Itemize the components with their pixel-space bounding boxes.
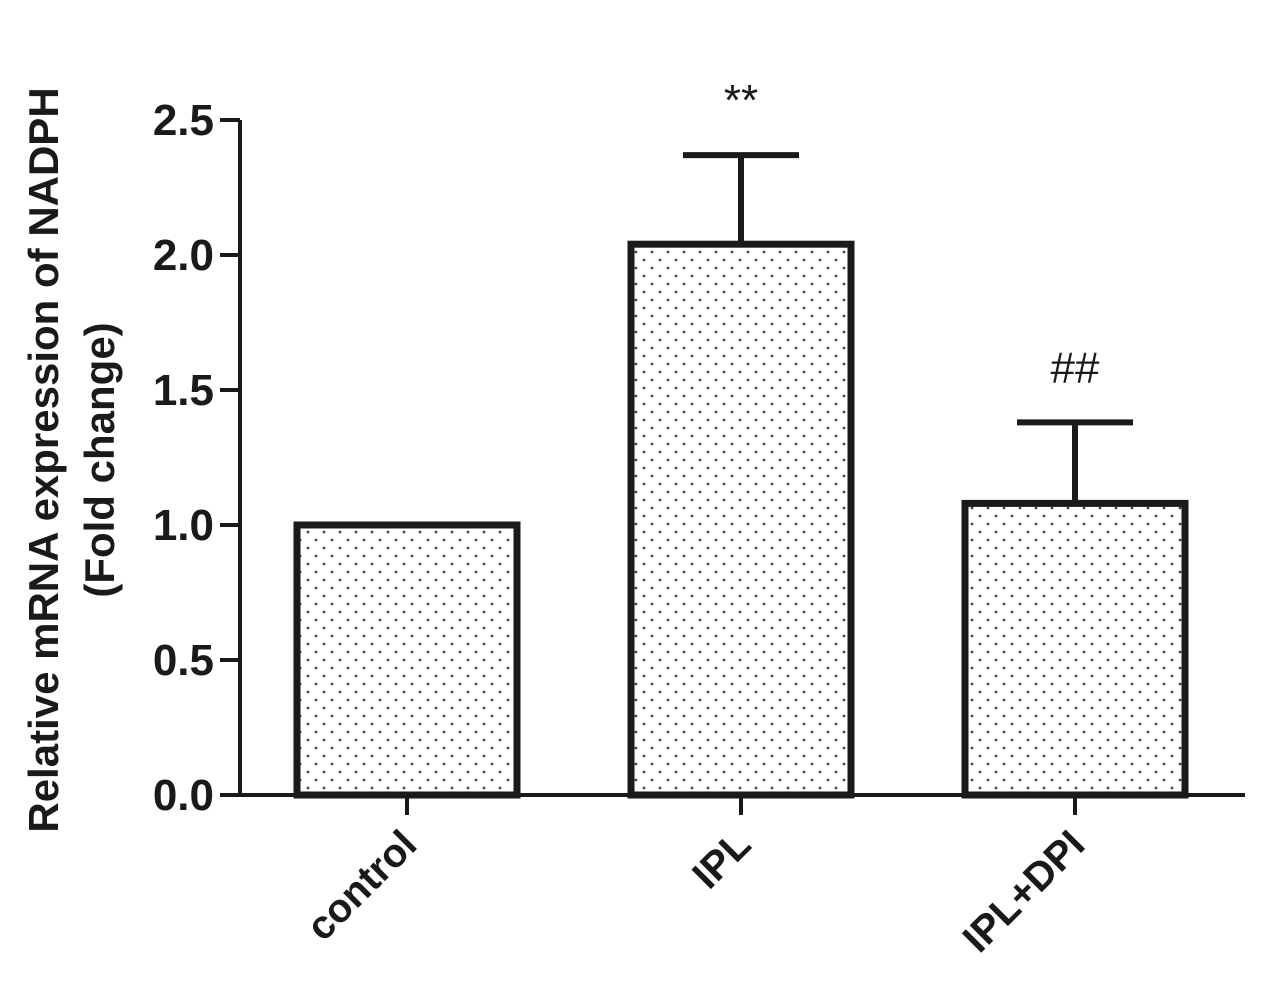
- bar-ipl: [627, 240, 855, 799]
- x-tick-label: IPL+DPI: [955, 822, 1094, 961]
- y-tick-label: 2.5: [153, 96, 214, 145]
- y-axis-label-line1: Relative mRNA expression of NADPH: [20, 87, 67, 832]
- bar-control: [293, 521, 521, 799]
- error-bars: [683, 152, 1133, 504]
- x-axis-ticks: control IPL IPL+DPI: [298, 795, 1093, 961]
- significance-label: **: [724, 76, 758, 125]
- y-axis-ticks: 0.0 0.5 1.0 1.5 2.0 2.5: [153, 96, 240, 820]
- x-tick-label: IPL: [684, 822, 759, 897]
- y-tick-label: 1.0: [153, 501, 214, 550]
- y-tick-label: 0.5: [153, 636, 214, 685]
- y-axis-label: Relative mRNA expression of NADPH (Fold …: [20, 87, 123, 832]
- bars: [293, 240, 1189, 799]
- y-axis-label-line2: (Fold change): [76, 322, 123, 597]
- y-tick-label: 2.0: [153, 231, 214, 280]
- significance-annotations: ** ##: [724, 76, 1100, 392]
- significance-label: ##: [1051, 343, 1100, 392]
- bar-ipl-dpi: [961, 499, 1189, 799]
- y-tick-label: 0.0: [153, 771, 214, 820]
- y-tick-label: 1.5: [153, 366, 214, 415]
- x-tick-label: control: [298, 822, 425, 949]
